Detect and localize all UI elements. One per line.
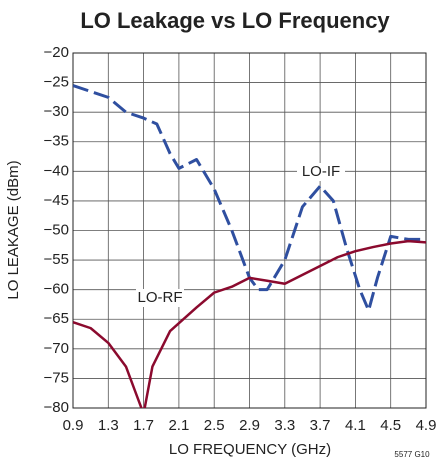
y-tick-label: −75 bbox=[44, 369, 69, 386]
x-tick-label: 3.3 bbox=[274, 417, 295, 434]
series-label: LO-RF bbox=[138, 289, 183, 306]
y-tick-label: −40 bbox=[44, 162, 69, 179]
y-tick-label: −35 bbox=[44, 133, 69, 150]
footnote: 5577 G10 bbox=[394, 450, 430, 459]
series-line bbox=[73, 239, 426, 408]
plot-frame bbox=[72, 52, 427, 409]
x-tick-label: 4.5 bbox=[380, 417, 401, 434]
y-tick-label: −30 bbox=[44, 103, 69, 120]
x-tick-label: 4.9 bbox=[416, 417, 437, 434]
x-tick-label: 4.1 bbox=[345, 417, 366, 434]
chart-title: LO Leakage vs LO Frequency bbox=[80, 8, 390, 33]
series-line bbox=[73, 84, 426, 312]
y-tick-label: −65 bbox=[44, 310, 69, 327]
x-tick-label: 2.1 bbox=[168, 417, 189, 434]
x-tick-label: 2.9 bbox=[239, 417, 260, 434]
x-tick-label: 3.7 bbox=[310, 417, 331, 434]
x-tick-label: 1.3 bbox=[98, 417, 119, 434]
y-tick-label: −45 bbox=[44, 192, 69, 209]
y-tick-label: −25 bbox=[44, 74, 69, 91]
x-tick-label: 0.9 bbox=[63, 417, 84, 434]
x-tick-label: 1.7 bbox=[133, 417, 154, 434]
y-tick-label: −20 bbox=[44, 44, 69, 61]
y-tick-label: −55 bbox=[44, 251, 69, 268]
y-tick-label: −70 bbox=[44, 340, 69, 357]
y-tick-label: −50 bbox=[44, 221, 69, 238]
y-tick-label: −80 bbox=[44, 399, 69, 416]
x-axis-label: LO FREQUENCY (GHz) bbox=[169, 441, 331, 458]
series-label-bg bbox=[136, 289, 184, 307]
series-label-bg bbox=[297, 163, 345, 181]
y-axis-label: LO LEAKAGE (dBm) bbox=[5, 160, 22, 299]
series-label: LO-IF bbox=[302, 163, 340, 180]
x-tick-label: 2.5 bbox=[204, 417, 225, 434]
y-tick-label: −60 bbox=[44, 281, 69, 298]
